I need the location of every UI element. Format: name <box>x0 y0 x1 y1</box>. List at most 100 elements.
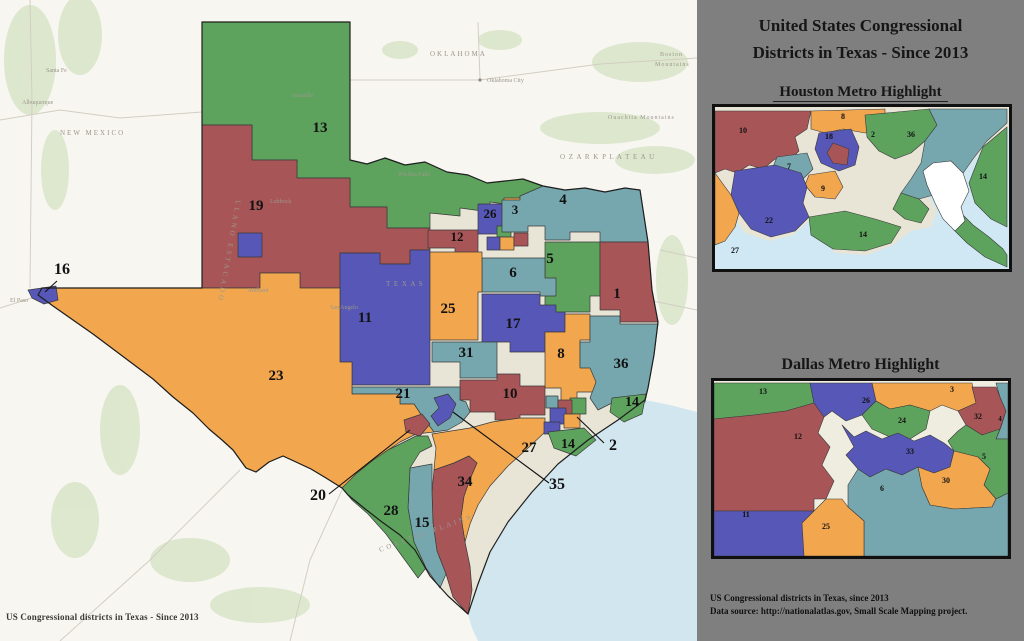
district-polygon <box>871 382 977 412</box>
source-caption: US Congressional districts in Texas, sin… <box>710 592 1020 617</box>
place-name-label: Boston <box>660 52 683 58</box>
district-number: 36 <box>907 130 915 139</box>
district-number: 3 <box>950 385 954 394</box>
district-polygon <box>431 341 498 379</box>
district-number: 8 <box>841 112 845 121</box>
district-polygon <box>563 413 581 429</box>
district-number: 34 <box>458 474 474 490</box>
district-number: 24 <box>898 416 906 425</box>
district-number: 25 <box>822 522 830 531</box>
district-number: 3 <box>512 202 519 217</box>
district-number: 21 <box>396 386 411 402</box>
district-number: 14 <box>979 172 987 181</box>
district-polygon <box>513 232 529 247</box>
district-number: 30 <box>942 476 950 485</box>
district-number: 12 <box>794 432 802 441</box>
district-number: 36 <box>614 356 630 372</box>
place-name-label: Midland <box>248 288 268 294</box>
district-number: 28 <box>384 503 399 519</box>
inset-district-layer <box>714 382 1008 556</box>
dallas-inset-title: Dallas Metro Highlight <box>781 356 940 373</box>
place-name-label: T E X A S <box>386 280 424 288</box>
district-number: 4 <box>998 415 1002 423</box>
district-number: 2 <box>871 130 875 139</box>
district-number: 5 <box>546 251 554 267</box>
district-number: 14 <box>561 437 575 452</box>
district-polygon <box>459 373 546 421</box>
caption-line-2: Data source: http://nationalatlas.gov, S… <box>710 605 968 616</box>
place-name-label: O Z A R K P L A T E A U <box>560 153 655 161</box>
district-number: 10 <box>503 386 518 402</box>
district-polygon <box>892 192 930 224</box>
district-number: 13 <box>759 387 767 396</box>
district-number: 7 <box>787 162 791 171</box>
place-name-label: Lubbock <box>270 199 291 205</box>
callout-leader-line <box>576 416 605 444</box>
title-line-1: United States Congressional <box>758 16 963 35</box>
district-number: 32 <box>974 412 982 421</box>
district-polygon <box>237 232 263 258</box>
district-number: 8 <box>557 346 565 362</box>
place-name-label: Amarillo <box>292 93 314 99</box>
galveston-bay <box>922 160 970 232</box>
district-polygon <box>547 427 597 457</box>
houston-metro-inset-map: 10 8 2 36 18 7 9 22 27 14 14 <box>712 104 1012 272</box>
district-number: 35 <box>549 476 565 493</box>
district-number: 14 <box>625 395 639 410</box>
district-number: 2 <box>609 437 617 454</box>
place-name-label: OKLAHOMA <box>430 50 487 58</box>
place-name-label: Albuquerque <box>22 100 54 106</box>
place-name-label: Mountains <box>655 62 690 68</box>
district-number: 13 <box>313 120 328 136</box>
district-polygon <box>808 210 902 252</box>
district-polygon <box>549 407 567 425</box>
district-number: 11 <box>358 310 372 326</box>
district-number: 33 <box>906 447 914 456</box>
district-polygon <box>609 393 647 423</box>
houston-inset-svg: 10 8 2 36 18 7 9 22 27 14 14 <box>715 107 1009 269</box>
district-polygon <box>714 402 835 512</box>
texas-state-border <box>37 21 659 615</box>
district-polygon <box>714 510 815 556</box>
district-number: 10 <box>739 126 747 135</box>
place-name-label: Oklahoma City <box>487 78 524 84</box>
district-number: 14 <box>859 230 867 239</box>
district-polygon <box>403 413 431 437</box>
district-polygon <box>429 251 483 341</box>
district-number: 26 <box>862 396 870 405</box>
district-polygon <box>545 395 559 409</box>
district-number: 15 <box>415 515 430 531</box>
texas-district-map: OKLAHOMA Oklahoma City NEW MEXICO Santa Fe A… <box>0 0 697 641</box>
district-number: 19 <box>249 198 264 214</box>
district-number: 18 <box>825 132 833 141</box>
caption-line-1: US Congressional districts in Texas, sin… <box>710 593 889 603</box>
place-name-label: Wichita Falls <box>398 172 431 178</box>
place-name-label: El Paso <box>10 298 28 304</box>
callout-layer: 16 20 35 2 <box>44 261 617 504</box>
callout-leader-line <box>452 411 550 484</box>
district-number: 6 <box>509 265 517 281</box>
place-name-label: Santa Fe <box>46 68 67 74</box>
district-polygon <box>481 257 557 297</box>
district-number: 6 <box>880 484 884 493</box>
place-name-label: NEW MEXICO <box>60 129 125 137</box>
district-number: 12 <box>451 229 464 244</box>
gulf-of-mexico <box>468 400 697 641</box>
inset-number-layer: 10 8 2 36 18 7 9 22 27 14 14 <box>731 112 987 255</box>
district-polygon <box>341 435 433 579</box>
texas-map-svg: OKLAHOMA Oklahoma City NEW MEXICO Santa Fe A… <box>0 0 697 641</box>
district-number: 22 <box>765 216 773 225</box>
district-number: 16 <box>54 261 70 278</box>
district-number: 23 <box>269 368 284 384</box>
district-number: 11 <box>742 510 750 519</box>
district-number: 4 <box>559 192 567 208</box>
map-inline-caption: US Congressional districts in Texas - Si… <box>6 612 199 622</box>
callout-leader-line <box>44 280 58 293</box>
district-number: 25 <box>441 301 456 317</box>
district-number: 1 <box>613 286 621 302</box>
district-polygon <box>968 126 1008 228</box>
houston-inset-title: Houston Metro Highlight <box>697 84 1024 102</box>
